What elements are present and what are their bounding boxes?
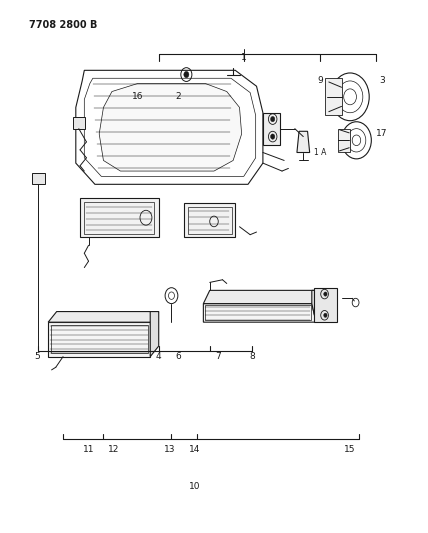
Polygon shape bbox=[48, 312, 159, 322]
Text: 17: 17 bbox=[376, 130, 388, 139]
Text: 9: 9 bbox=[318, 76, 323, 85]
Text: 5: 5 bbox=[35, 352, 40, 361]
Polygon shape bbox=[297, 131, 310, 152]
Circle shape bbox=[324, 313, 327, 317]
Text: 1: 1 bbox=[241, 53, 247, 62]
Text: 1 A: 1 A bbox=[314, 148, 327, 157]
Text: 12: 12 bbox=[108, 445, 120, 454]
Text: 4: 4 bbox=[156, 352, 161, 361]
Polygon shape bbox=[203, 304, 316, 322]
Polygon shape bbox=[314, 288, 337, 322]
Polygon shape bbox=[150, 312, 159, 357]
Bar bbox=[32, 173, 45, 184]
Circle shape bbox=[270, 134, 275, 139]
Circle shape bbox=[324, 292, 327, 296]
Bar bbox=[84, 202, 155, 233]
Bar bbox=[205, 305, 311, 319]
Text: 13: 13 bbox=[163, 445, 175, 454]
Text: 6: 6 bbox=[175, 352, 181, 361]
Text: 10: 10 bbox=[189, 482, 201, 491]
Text: 2: 2 bbox=[175, 92, 181, 101]
Text: 14: 14 bbox=[189, 445, 201, 454]
Text: 7708 2800 B: 7708 2800 B bbox=[29, 20, 98, 30]
Text: 7: 7 bbox=[215, 352, 221, 361]
Polygon shape bbox=[203, 290, 318, 304]
Polygon shape bbox=[99, 84, 242, 171]
Bar bbox=[73, 117, 85, 128]
Text: 11: 11 bbox=[83, 445, 94, 454]
Bar bbox=[51, 325, 148, 353]
Circle shape bbox=[270, 116, 275, 122]
Polygon shape bbox=[263, 113, 280, 144]
Bar bbox=[187, 207, 232, 233]
Text: 15: 15 bbox=[344, 445, 356, 454]
Bar bbox=[184, 203, 235, 237]
Text: 8: 8 bbox=[250, 352, 255, 361]
Polygon shape bbox=[48, 322, 150, 357]
Circle shape bbox=[184, 71, 189, 78]
Polygon shape bbox=[338, 128, 350, 152]
Text: 3: 3 bbox=[379, 76, 385, 85]
Polygon shape bbox=[324, 78, 342, 115]
Bar bbox=[80, 198, 159, 237]
Text: 16: 16 bbox=[132, 92, 143, 101]
Polygon shape bbox=[312, 290, 318, 322]
